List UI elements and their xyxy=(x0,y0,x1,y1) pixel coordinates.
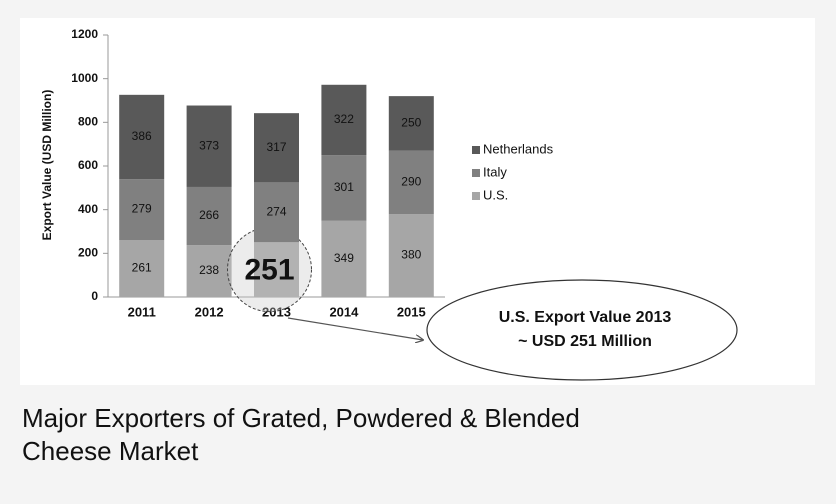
data-label: 386 xyxy=(132,129,152,143)
data-label: 250 xyxy=(401,116,421,130)
chart: Export Value (USD Million) U.S. Export V… xyxy=(40,27,738,381)
x-tick-label: 2014 xyxy=(329,304,359,319)
legend-label: Italy xyxy=(483,164,507,179)
y-tick-label: 800 xyxy=(78,115,98,129)
data-label: 261 xyxy=(132,261,152,275)
x-tick-label: 2011 xyxy=(128,304,156,319)
bar-segment xyxy=(254,242,299,297)
y-tick-label: 0 xyxy=(91,289,98,303)
data-label: 251 xyxy=(244,254,294,287)
chart-frame: Export Value (USD Million) U.S. Export V… xyxy=(20,18,815,385)
bar-segment xyxy=(186,105,232,187)
bar-segment xyxy=(254,182,299,243)
data-label: 317 xyxy=(266,140,286,154)
y-tick-label: 600 xyxy=(78,158,98,172)
bar-segment xyxy=(186,186,232,246)
callout-text: U.S. Export Value 2013 xyxy=(499,309,672,326)
legend-swatch xyxy=(472,192,480,200)
callout-text: ~ USD 251 Million xyxy=(518,333,652,350)
legend-swatch xyxy=(472,146,480,154)
y-tick-label: 1200 xyxy=(71,27,98,41)
y-tick-label: 1000 xyxy=(71,71,98,85)
legend-label: U.S. xyxy=(483,187,508,202)
data-label: 274 xyxy=(266,204,286,218)
data-label: 380 xyxy=(401,248,421,262)
bar-segment xyxy=(186,245,232,297)
bar-segment xyxy=(388,214,434,297)
data-label: 279 xyxy=(132,202,152,216)
data-label: 373 xyxy=(199,138,219,152)
bar-segment xyxy=(254,113,299,183)
callout-arrow xyxy=(287,317,423,340)
legend-label: Netherlands xyxy=(483,141,554,156)
bar-segment xyxy=(321,84,367,156)
bar-segment xyxy=(119,179,165,241)
bar-segment xyxy=(388,96,434,151)
bar-segment xyxy=(321,155,367,221)
data-label: 238 xyxy=(199,263,219,277)
x-tick-label: 2012 xyxy=(195,304,224,319)
x-tick-label: 2015 xyxy=(397,304,426,319)
y-tick-label: 400 xyxy=(78,202,98,216)
x-tick-label: 2013 xyxy=(262,304,291,319)
legend-swatch xyxy=(472,169,480,177)
bar-segment xyxy=(119,94,165,180)
data-label: 290 xyxy=(401,175,421,189)
callout-ellipse xyxy=(426,279,738,381)
data-label: 322 xyxy=(334,112,354,126)
data-label: 266 xyxy=(199,208,219,222)
data-label: 301 xyxy=(334,180,354,194)
bar-segment xyxy=(119,240,165,297)
y-axis-label: Export Value (USD Million) xyxy=(40,90,54,241)
caption: Major Exporters of Grated, Powdered & Bl… xyxy=(22,403,580,466)
data-label: 349 xyxy=(334,251,354,265)
bar-segment xyxy=(388,150,434,215)
bar-segment xyxy=(321,220,367,297)
y-tick-label: 200 xyxy=(78,246,98,260)
